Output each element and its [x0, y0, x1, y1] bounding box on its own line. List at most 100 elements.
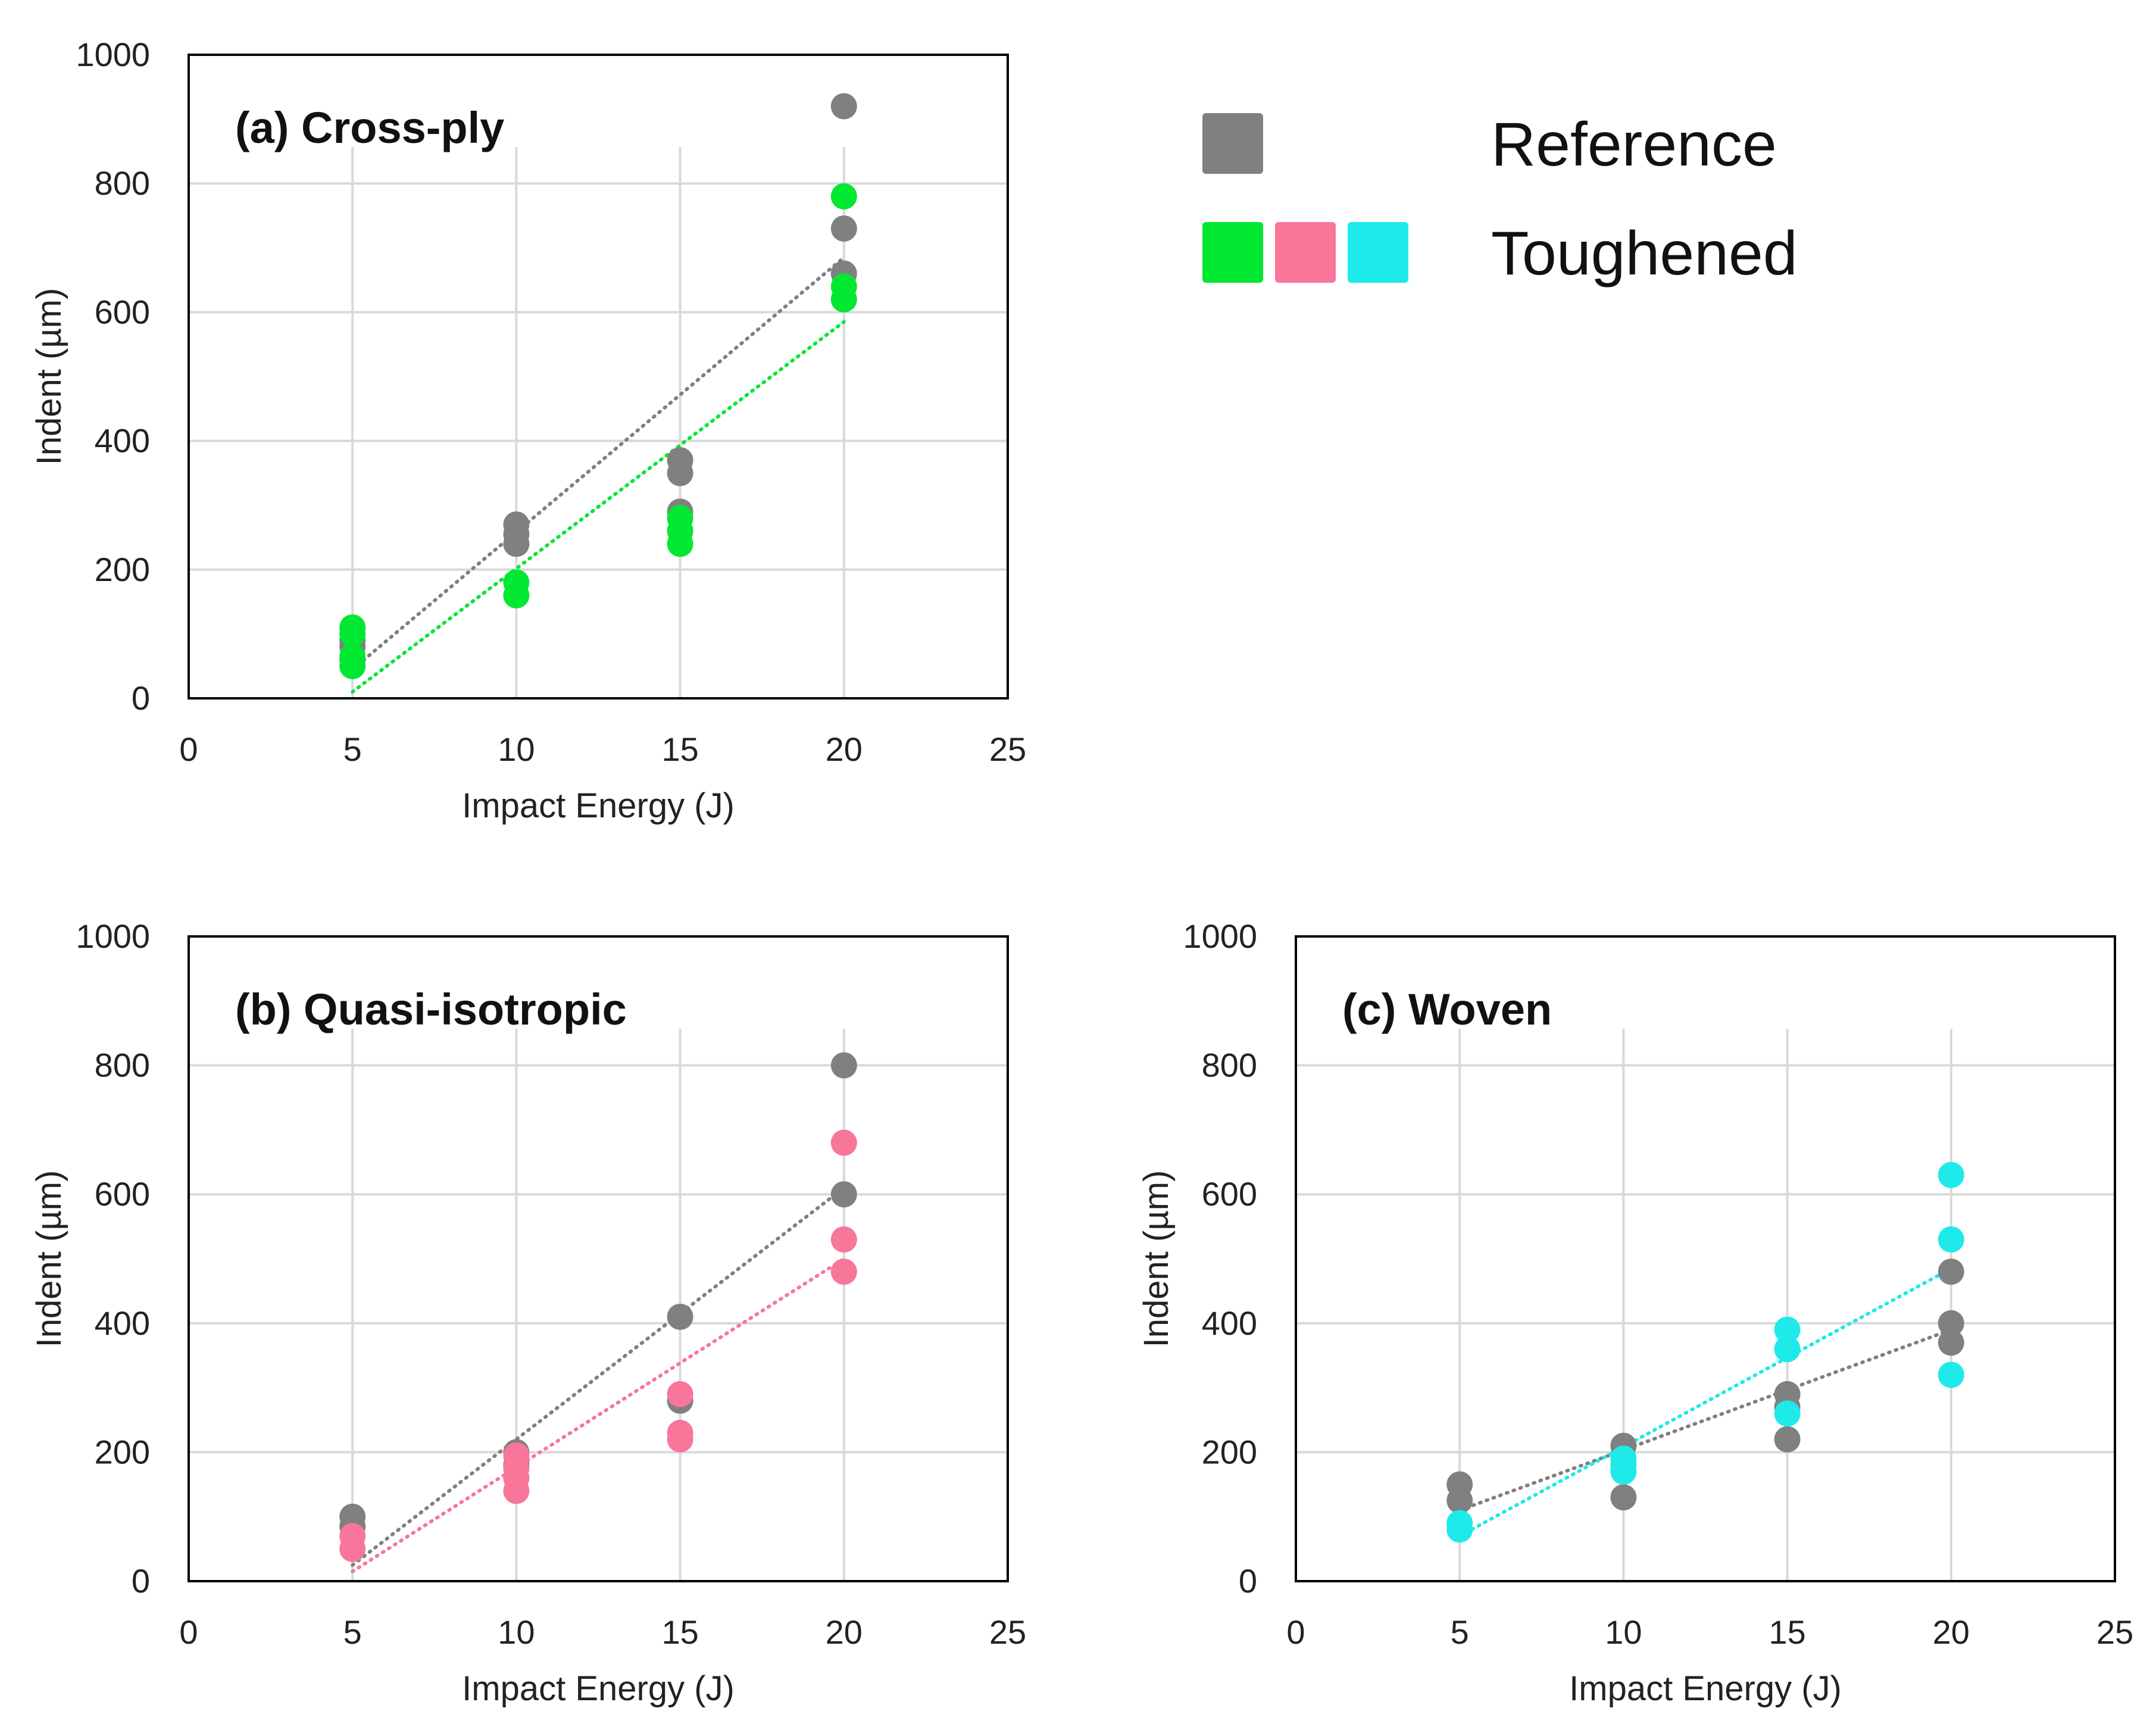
panel-b-x-tick-label: 20: [826, 1613, 863, 1651]
panel-c-y-tick-label: 600: [1202, 1175, 1257, 1213]
panel-b-y-tick-label: 800: [95, 1047, 150, 1084]
panel-b-plot-frame: [188, 935, 1009, 1582]
panel-a-point-toughened: [830, 286, 857, 313]
panel-a-x-tick-label: 10: [498, 730, 535, 768]
legend-toughened-label: Toughened: [1491, 219, 1798, 288]
panel-a-point-toughened: [830, 183, 857, 210]
panel-b-x-tick-label: 25: [989, 1613, 1026, 1651]
panel-b-trendline-reference: [351, 1186, 846, 1567]
panel-b-point-toughened: [830, 1129, 857, 1156]
panel-b-point-toughened: [503, 1478, 530, 1504]
panel-a-y-tick-labels: 0 200 400 600 800 1000: [76, 36, 150, 717]
panel-b-y-tick-label: 200: [95, 1433, 150, 1470]
panel-c-gridlines: [1296, 1029, 2115, 1581]
panel-a-trendline-reference: [351, 255, 846, 672]
panel-b-trendlines: [351, 1186, 846, 1573]
panel-c-y-axis-label: Indent (µm): [1137, 1170, 1176, 1348]
panel-a-x-tick-label: 25: [989, 730, 1026, 768]
panel-b-point-reference: [667, 1303, 693, 1330]
panel-a-points: [339, 93, 857, 679]
panel-a-x-tick-label: 0: [179, 730, 198, 768]
panel-a-x-tick-labels: 0 5 10 15 20 25: [179, 730, 1026, 768]
panel-a-point-reference: [830, 215, 857, 242]
panel-a-x-axis-label: Impact Energy (J): [462, 786, 735, 825]
panel-c-point-toughened: [1938, 1161, 1964, 1188]
panel-c-point-toughened: [1938, 1226, 1964, 1253]
panel-c-trendlines: [1458, 1266, 1953, 1538]
panel-a-gridlines: [189, 147, 1008, 698]
panel-c-woven: 0 200 400 600 800 1000 0 5 10 15 20 25 (c) Woven I…: [1137, 917, 2133, 1708]
panel-c-title: (c) Woven: [1342, 985, 1552, 1034]
panel-a-plot-frame: [188, 54, 1009, 700]
panel-c-x-tick-label: 25: [2096, 1613, 2133, 1651]
panel-c-y-tick-label: 1000: [1183, 917, 1257, 955]
panel-c-point-reference: [1610, 1484, 1637, 1511]
panel-b-y-tick-label: 1000: [76, 917, 150, 955]
panel-c-x-tick-label: 5: [1451, 1613, 1469, 1651]
panel-a-point-reference: [830, 93, 857, 120]
panel-c-x-tick-label: 0: [1286, 1613, 1305, 1651]
panel-b-point-toughened: [667, 1381, 693, 1407]
panel-a-y-tick-label: 1000: [76, 36, 150, 73]
panel-a-point-reference: [667, 460, 693, 486]
panel-b-y-tick-label: 0: [132, 1562, 150, 1600]
panel-b-point-toughened: [830, 1259, 857, 1285]
panel-c-point-reference: [1446, 1487, 1473, 1514]
legend-reference-swatch: [1202, 113, 1263, 174]
panel-a-y-tick-label: 200: [95, 551, 150, 588]
panel-a-y-tick-label: 0: [132, 679, 150, 717]
panel-b-quasi-isotropic: 0 200 400 600 800 1000 0 5 10 15 20 25 (b) Quasi-i…: [30, 917, 1026, 1708]
panel-c-point-toughened: [1446, 1516, 1473, 1543]
panel-b-title: (b) Quasi-isotropic: [235, 985, 627, 1034]
panel-c-point-toughened: [1774, 1316, 1801, 1343]
panel-c-y-tick-label: 0: [1239, 1562, 1257, 1600]
panel-c-y-tick-label: 400: [1202, 1304, 1257, 1342]
panel-a-trendline-toughened: [351, 320, 846, 694]
panel-b-y-tick-label: 400: [95, 1304, 150, 1342]
panel-b-x-axis-label: Impact Energy (J): [462, 1669, 735, 1708]
panel-b-x-tick-label: 5: [343, 1613, 362, 1651]
legend-toughened-swatch-pink: [1275, 222, 1336, 283]
panel-b-x-tick-label: 15: [661, 1613, 698, 1651]
panel-c-plot-frame: [1295, 935, 2116, 1582]
panel-a-y-axis-label: Indent (µm): [30, 288, 68, 466]
legend-toughened-swatch-cyan: [1348, 222, 1408, 283]
panel-a-trendlines: [351, 255, 846, 694]
panel-c-y-tick-label: 800: [1202, 1047, 1257, 1084]
panel-a-point-toughened: [339, 620, 366, 647]
panel-a-title: (a) Cross-ply: [235, 103, 504, 152]
panel-b-y-tick-labels: 0 200 400 600 800 1000: [76, 917, 150, 1600]
panel-a-point-reference: [503, 530, 530, 557]
panel-b-point-toughened: [339, 1535, 366, 1562]
legend-toughened-swatch-green: [1202, 222, 1263, 283]
panel-b-y-tick-label: 600: [95, 1175, 150, 1213]
panel-b-trendline-toughened: [351, 1257, 846, 1573]
panel-a-point-toughened: [339, 652, 366, 679]
panel-c-x-tick-label: 20: [1933, 1613, 1970, 1651]
panel-a-point-toughened: [503, 582, 530, 609]
panel-c-point-reference: [1938, 1310, 1964, 1336]
panel-c-y-tick-labels: 0 200 400 600 800 1000: [1183, 917, 1257, 1600]
panel-c-x-tick-label: 10: [1605, 1613, 1642, 1651]
legend: Reference Toughened: [1202, 110, 1798, 288]
panel-c-point-toughened: [1774, 1336, 1801, 1363]
panel-c-point-toughened: [1610, 1458, 1637, 1485]
panel-c-points: [1446, 1161, 1964, 1543]
legend-reference-label: Reference: [1491, 110, 1777, 179]
panel-b-y-axis-label: Indent (µm): [30, 1170, 68, 1348]
panel-b-x-tick-label: 0: [179, 1613, 198, 1651]
panel-c-trendline-toughened: [1458, 1266, 1953, 1538]
panel-c-x-tick-labels: 0 5 10 15 20 25: [1286, 1613, 2133, 1651]
panel-a-y-tick-label: 400: [95, 422, 150, 460]
panel-c-point-reference: [1774, 1426, 1801, 1453]
panel-a-x-tick-label: 5: [343, 730, 362, 768]
panel-b-points: [339, 1052, 857, 1562]
panel-b-point-reference: [830, 1052, 857, 1079]
panel-c-point-toughened: [1774, 1400, 1801, 1427]
panel-b-gridlines: [189, 1029, 1008, 1581]
panel-a-y-tick-label: 600: [95, 293, 150, 330]
panel-c-point-toughened: [1938, 1361, 1964, 1388]
panel-c-trendline-reference: [1458, 1328, 1953, 1512]
panel-a-x-tick-label: 20: [826, 730, 863, 768]
